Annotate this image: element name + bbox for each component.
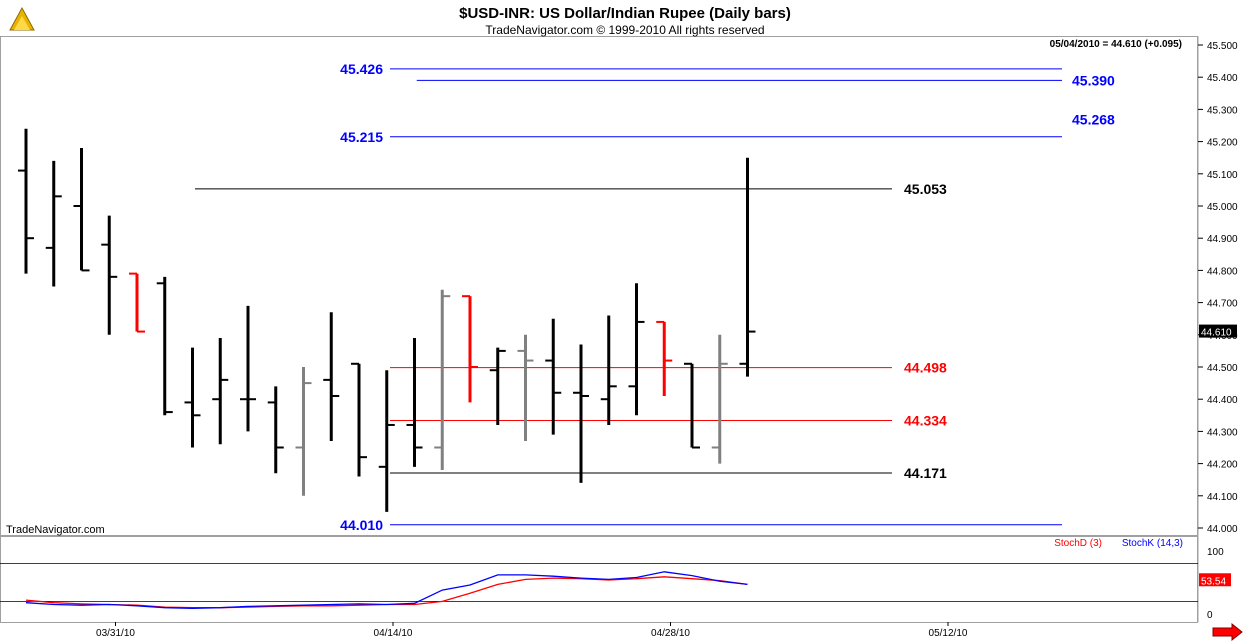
level-label: 45.390	[1072, 72, 1115, 88]
y-tick-label: 45.200	[1207, 138, 1238, 149]
stochk-legend: StochK (14,3)	[1122, 538, 1183, 549]
price-bars	[18, 128, 756, 512]
level-label: 45.426	[340, 61, 383, 77]
y-tick-label: 45.100	[1207, 170, 1238, 181]
stoch-value-badge	[1199, 573, 1231, 587]
ohlc-bar	[739, 157, 756, 377]
ohlc-bar	[156, 276, 173, 416]
y-tick-label: 44.000	[1207, 524, 1238, 535]
y-tick-label: 45.000	[1207, 202, 1238, 213]
ohlc-bar	[573, 344, 589, 483]
y-axis: 44.000 44.100 44.200 44.300 44.400 44.500 44.6…	[1198, 41, 1238, 535]
scroll-right-arrow-icon[interactable]	[1212, 622, 1243, 642]
stochd-legend: StochD (3)	[1054, 538, 1102, 549]
last-price-badge-group: 44.610	[1199, 324, 1237, 339]
level-label: 44.334	[904, 412, 947, 428]
ohlc-bar	[545, 318, 562, 435]
level-label: 45.268	[1072, 112, 1115, 128]
y-tick-label: 45.500	[1207, 41, 1238, 52]
trade-navigator-logo-icon[interactable]	[9, 6, 35, 31]
ohlc-bar	[656, 320, 673, 396]
ohlc-bar	[628, 283, 645, 416]
main-panel-frame	[0, 36, 1198, 536]
x-tick-label: 04/14/10	[374, 628, 413, 639]
stochk-line	[25, 571, 748, 609]
stochd-line	[25, 576, 748, 609]
x-tick-label: 04/28/10	[651, 628, 690, 639]
watermark: TradeNavigator.com	[6, 524, 105, 536]
x-axis: 03/31/10 04/14/10 04/28/10 05/12/10	[96, 622, 968, 639]
level-label: 45.215	[340, 129, 383, 145]
stoch-value-badge-text: 53.54	[1201, 576, 1226, 587]
chart-subtitle: TradeNavigator.com © 1999-2010 All right…	[485, 23, 764, 37]
ohlc-bar	[45, 160, 62, 287]
level-label: 44.171	[904, 465, 947, 481]
last-price-badge-text: 44.610	[1201, 328, 1232, 339]
y-tick-label: 44.300	[1207, 427, 1238, 438]
ohlc-bar	[406, 338, 423, 467]
ohlc-bar	[212, 338, 229, 445]
x-tick-label: 05/12/10	[929, 628, 968, 639]
level-label: 44.010	[340, 517, 383, 533]
stochastics-panel: 100 0 53.54	[0, 547, 1231, 621]
y-tick-label: 44.700	[1207, 299, 1238, 310]
level-label: 44.498	[904, 360, 947, 376]
y-tick-label: 44.500	[1207, 363, 1238, 374]
y-tick-label: 44.100	[1207, 492, 1238, 503]
ohlc-bar	[323, 312, 340, 442]
ohlc-bar	[600, 315, 617, 425]
ohlc-bar	[378, 370, 395, 512]
support-resistance-levels: 45.426 45.390 45.268 45.215 45.053 44.498 44.3…	[195, 61, 1115, 533]
stoch-y-tick-label: 0	[1207, 610, 1213, 621]
ohlc-bar	[267, 386, 284, 474]
x-tick-label: 03/31/10	[96, 628, 135, 639]
last-price-badge	[1199, 324, 1237, 338]
ohlc-bar	[462, 295, 478, 403]
level-label: 45.053	[904, 181, 947, 197]
y-tick-label: 44.400	[1207, 395, 1238, 406]
ohlc-bar	[184, 347, 201, 448]
ohlc-bar	[101, 215, 118, 335]
ohlc-bar	[73, 148, 90, 272]
ohlc-bar	[434, 289, 451, 471]
y-tick-label: 45.300	[1207, 105, 1238, 116]
ohlc-bar	[18, 128, 34, 274]
ohlc-bar	[129, 272, 145, 333]
ohlc-bar	[684, 362, 700, 449]
ohlc-bar	[240, 305, 256, 432]
ohlc-bar	[351, 362, 367, 477]
y-tick-label: 44.800	[1207, 266, 1238, 277]
last-quote-readout: 05/04/2010 = 44.610 (+0.095)	[1050, 39, 1182, 50]
y-tick-label: 45.400	[1207, 73, 1238, 84]
ohlc-bar	[295, 367, 312, 496]
ohlc-bar	[489, 347, 506, 425]
ohlc-bar	[711, 334, 728, 464]
stoch-y-tick-label: 100	[1207, 547, 1224, 558]
y-tick-label: 44.200	[1207, 460, 1238, 471]
y-tick-label: 44.900	[1207, 234, 1238, 245]
chart-title: $USD-INR: US Dollar/Indian Rupee (Daily …	[459, 5, 791, 22]
ohlc-bar	[517, 334, 534, 442]
